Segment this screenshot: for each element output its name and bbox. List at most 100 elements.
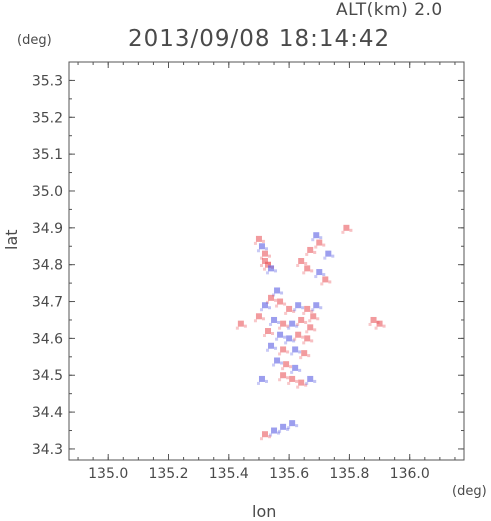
data-cell bbox=[277, 331, 284, 338]
y-tick-label: 35.0 bbox=[32, 184, 63, 200]
data-cell bbox=[295, 424, 299, 428]
data-cell bbox=[296, 385, 300, 389]
data-cell bbox=[277, 431, 281, 435]
data-cell bbox=[267, 254, 271, 258]
data-cell bbox=[305, 330, 309, 334]
data-cell bbox=[304, 320, 308, 324]
data-cell bbox=[304, 265, 311, 272]
data-cell bbox=[268, 265, 275, 272]
data-cell bbox=[271, 332, 275, 336]
data-cell bbox=[293, 308, 297, 312]
data-cell bbox=[296, 264, 300, 267]
data-cell bbox=[376, 320, 383, 327]
data-cell bbox=[307, 324, 314, 331]
data-cell bbox=[278, 429, 282, 433]
data-cell bbox=[368, 322, 372, 326]
data-cell bbox=[313, 232, 320, 239]
data-cell bbox=[298, 379, 305, 386]
data-cell bbox=[237, 320, 244, 327]
data-cell bbox=[322, 243, 326, 247]
data-cell bbox=[289, 375, 296, 382]
data-cell bbox=[283, 335, 287, 339]
data-cell bbox=[304, 305, 311, 312]
x-tick-label: 135.2 bbox=[148, 466, 188, 482]
data-cell bbox=[302, 341, 306, 345]
data-cell bbox=[284, 311, 288, 315]
data-cell bbox=[289, 320, 296, 327]
data-cell bbox=[298, 316, 305, 323]
data-cell bbox=[289, 420, 296, 427]
data-cell bbox=[374, 326, 378, 330]
y-tick-label: 35.1 bbox=[32, 147, 63, 163]
data-cell bbox=[322, 276, 329, 283]
data-cell bbox=[295, 379, 299, 383]
y-tick-label: 35.2 bbox=[32, 110, 63, 126]
data-cell bbox=[382, 324, 386, 328]
data-cell bbox=[277, 298, 284, 305]
data-cell bbox=[269, 433, 273, 437]
data-cell bbox=[268, 342, 275, 349]
data-cell bbox=[292, 346, 299, 353]
data-cell bbox=[319, 306, 323, 310]
data-cell bbox=[325, 250, 332, 257]
data-cell bbox=[235, 326, 239, 330]
data-cell bbox=[370, 316, 377, 323]
y-tick-label: 34.7 bbox=[32, 295, 63, 311]
data-cell bbox=[292, 339, 296, 343]
y-tick-label: 34.9 bbox=[32, 221, 63, 237]
data-cell bbox=[298, 350, 302, 354]
data-cell bbox=[272, 363, 276, 367]
data-cell bbox=[295, 331, 302, 338]
data-cell bbox=[264, 247, 268, 251]
data-cell bbox=[313, 302, 320, 309]
data-cell bbox=[310, 269, 314, 273]
data-cell bbox=[280, 372, 287, 379]
x-tick-label: 135.8 bbox=[329, 466, 369, 482]
data-cell bbox=[301, 335, 305, 339]
data-cell bbox=[280, 361, 284, 365]
data-cell bbox=[266, 271, 270, 275]
data-cell bbox=[281, 367, 285, 371]
data-cell bbox=[287, 381, 291, 385]
data-cell bbox=[320, 282, 324, 286]
data-cell bbox=[296, 322, 300, 326]
x-tick-label: 135.6 bbox=[269, 466, 309, 482]
data-cell bbox=[283, 302, 287, 306]
x-unit-label: (deg) bbox=[452, 484, 487, 499]
data-cell bbox=[304, 383, 308, 387]
y-tick-label: 34.4 bbox=[32, 405, 63, 421]
data-cell bbox=[267, 306, 271, 310]
data-cell bbox=[316, 269, 323, 276]
data-cell bbox=[261, 317, 265, 321]
x-tick-label: 135.4 bbox=[209, 466, 249, 482]
data-cell bbox=[274, 269, 278, 273]
data-cell bbox=[302, 271, 306, 275]
data-cell bbox=[307, 246, 314, 253]
data-cell bbox=[313, 250, 317, 254]
data-cell bbox=[269, 322, 273, 326]
data-cell bbox=[253, 319, 257, 323]
data-cell bbox=[280, 291, 284, 295]
data-cell bbox=[311, 308, 315, 312]
data-cell bbox=[331, 254, 335, 258]
data-cell bbox=[341, 230, 345, 234]
data-cell bbox=[305, 252, 309, 256]
data-cell bbox=[259, 256, 263, 260]
y-tick-label: 34.5 bbox=[32, 368, 63, 384]
data-cell bbox=[295, 324, 299, 328]
data-cell bbox=[255, 313, 262, 320]
data-cell bbox=[289, 365, 293, 369]
data-cell bbox=[290, 370, 294, 374]
chart-title: 2013/09/08 18:14:42 bbox=[128, 26, 391, 52]
data-cell bbox=[263, 334, 267, 338]
data-cell bbox=[267, 435, 271, 439]
data-cell bbox=[259, 437, 263, 441]
data-cell bbox=[258, 375, 265, 382]
data-cell bbox=[259, 264, 263, 267]
data-cell bbox=[316, 317, 320, 321]
data-cell bbox=[319, 236, 323, 240]
data-cell bbox=[293, 337, 297, 341]
data-cell bbox=[313, 379, 317, 383]
data-cell bbox=[243, 324, 247, 328]
data-cell bbox=[310, 339, 314, 343]
